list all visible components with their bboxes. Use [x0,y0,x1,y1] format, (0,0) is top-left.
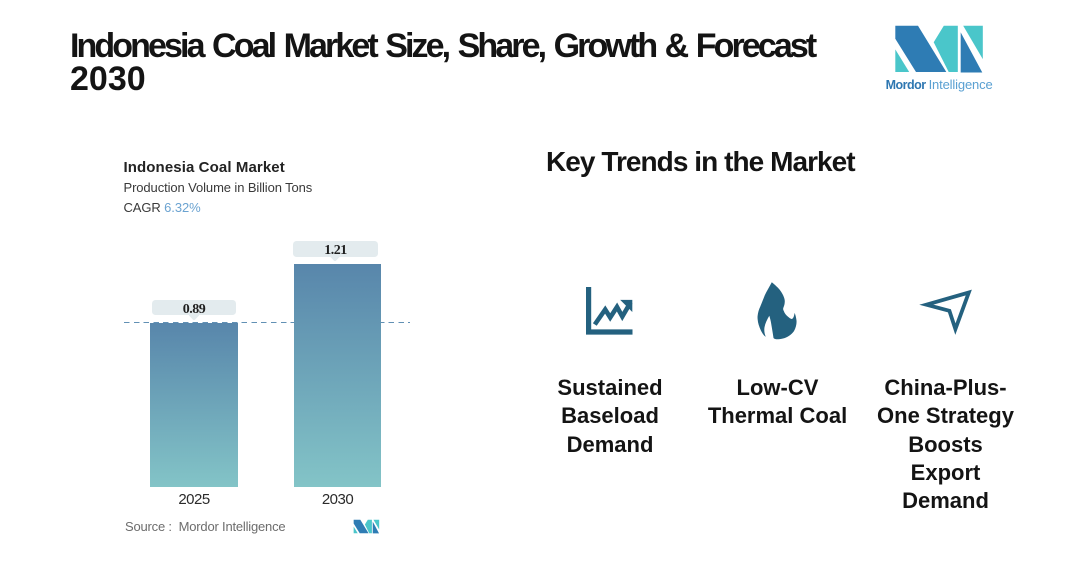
svg-text:Mordor: Mordor [886,78,927,92]
svg-text:Intelligence: Intelligence [929,77,993,92]
